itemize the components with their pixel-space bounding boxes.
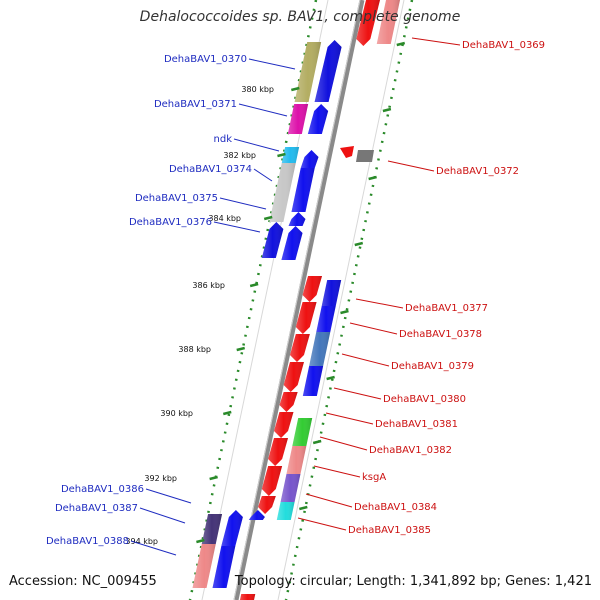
gene-leader-line [297,517,347,531]
gene-leader-line [333,387,382,400]
gene-label-DehaBAV1_0376[interactable]: DehaBAV1_0376 [129,217,212,228]
gene-label-DehaBAV1_0378[interactable]: DehaBAV1_0378 [399,329,482,340]
scale-tick [396,41,406,47]
scale-tick-label: 386 kbp [192,281,225,290]
gene-leader-line [219,197,267,210]
gene-leader-line [355,298,404,309]
gene-label-DehaBAV1_0375[interactable]: DehaBAV1_0375 [135,193,218,204]
scale-tick [340,309,349,315]
gene-bar-0372[interactable] [356,150,374,162]
gene-leader-line [305,493,353,508]
gene-label-ndk[interactable]: ndk [214,134,233,145]
genome-title: Dehalococcoides sp. BAV1, complete genom… [139,9,461,25]
right-dotted-guide [284,0,414,600]
gene-leader-line [325,412,374,425]
scale-tick-label: 390 kbp [160,409,193,418]
gene-leader-line [238,103,288,117]
scale-tick [312,439,322,445]
scale-tick-label: 388 kbp [178,345,211,354]
scale-tick-label: 392 kbp [144,474,177,483]
scale-tick [222,410,232,416]
gene-label-DehaBAV1_0370[interactable]: DehaBAV1_0370 [164,54,247,65]
scale-tick [354,241,364,247]
scale-tick [326,375,335,381]
gene-label-DehaBAV1_0381[interactable]: DehaBAV1_0381 [375,419,458,430]
scale-tick [382,107,392,113]
gene-label-DehaBAV1_0371[interactable]: DehaBAV1_0371 [154,99,237,110]
gene-leader-line [319,436,368,451]
scale-tick [249,282,259,288]
scale-tick [196,538,205,544]
topology-text: Topology: circular; Length: 1,341,892 bp… [234,574,592,589]
gene-leader-line [341,353,390,367]
scale-tick [368,175,377,181]
gene-arrow-0372[interactable] [340,146,354,158]
gene-leader-line [145,488,192,504]
gene-leader-line [139,507,186,524]
gene-leader-line [130,540,177,556]
gene-leader-line [248,58,296,70]
gene-label-DehaBAV1_0374[interactable]: DehaBAV1_0374 [169,164,252,175]
accession-text: Accession: NC_009455 [9,574,157,589]
gene-label-DehaBAV1_0380[interactable]: DehaBAV1_0380 [383,394,466,405]
gene-leader-line [233,138,280,152]
gene-leader-line [313,465,361,478]
gene-label-DehaBAV1_0382[interactable]: DehaBAV1_0382 [369,445,452,456]
gene-label-DehaBAV1_0388[interactable]: DehaBAV1_0388 [46,536,129,547]
scale-tick-label: 394 kbp [125,537,158,546]
gene-label-DehaBAV1_0385[interactable]: DehaBAV1_0385 [348,525,431,536]
scale-tick-label: 384 kbp [208,214,241,223]
scale-tick [209,475,218,481]
gene-leader-line [387,160,435,172]
gene-leader-line [411,37,461,46]
scale-tick [299,505,308,511]
gene-label-DehaBAV1_0369[interactable]: DehaBAV1_0369 [462,40,545,51]
gene-label-DehaBAV1_0372[interactable]: DehaBAV1_0372 [436,166,519,177]
scale-tick [277,152,286,158]
gene-leader-line [253,168,273,182]
scale-tick [263,215,273,221]
gene-leader-line [213,221,261,233]
gene-label-DehaBAV1_0384[interactable]: DehaBAV1_0384 [354,502,437,513]
gene-label-DehaBAV1_0387[interactable]: DehaBAV1_0387 [55,503,138,514]
gene-label-DehaBAV1_0379[interactable]: DehaBAV1_0379 [391,361,474,372]
scale-tick [291,86,300,92]
left-dotted-guide [188,0,318,600]
gene-leader-line [349,322,398,335]
gene-label-ksgA[interactable]: ksgA [362,472,386,483]
scale-tick-label: 382 kbp [223,151,256,160]
genome-backbone [233,0,365,600]
gene-label-DehaBAV1_0377[interactable]: DehaBAV1_0377 [405,303,488,314]
scale-tick [236,346,246,352]
scale-tick-label: 380 kbp [241,85,274,94]
gene-label-DehaBAV1_0386[interactable]: DehaBAV1_0386 [61,484,144,495]
